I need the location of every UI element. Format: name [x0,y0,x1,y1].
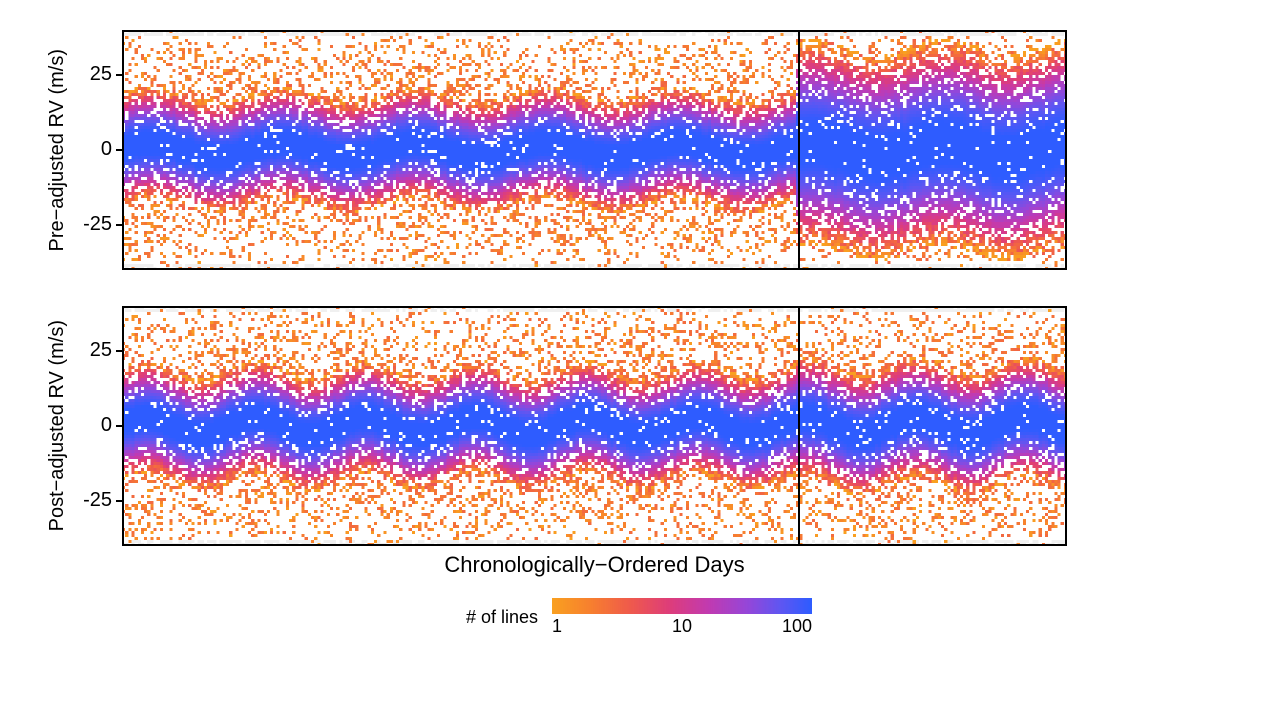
y-axis-top: -25025 [72,30,122,270]
heatmap-top [122,30,1067,270]
colorbar-tick-label: 100 [782,616,812,637]
xlabel: Chronologically−Ordered Days [122,552,1067,578]
panel-top: Pre−adjusted RV (m/s) -25025 [40,30,1238,270]
plot-wrap-bottom [122,306,1067,546]
colorbar-tick-label: 10 [672,616,692,637]
colorbar-tick-mark [682,582,683,598]
colorbar-wrap: 1 10 100 [552,598,812,636]
legend: # of lines 1 10 100 [40,598,1238,636]
colorbar [552,598,812,614]
figure-root: Pre−adjusted RV (m/s) -25025 Post−adjust… [0,0,1278,718]
y-axis-bottom: -25025 [72,306,122,546]
panel-bottom: Post−adjusted RV (m/s) -25025 [40,306,1238,546]
colorbar-tick-label: 1 [552,616,562,637]
colorbar-ticks: 1 10 100 [552,614,812,636]
plot-wrap-top [122,30,1067,270]
panels-container: Pre−adjusted RV (m/s) -25025 Post−adjust… [40,30,1238,546]
ylabel-bottom: Post−adjusted RV (m/s) [40,320,72,531]
legend-title: # of lines [466,607,538,628]
ylabel-top: Pre−adjusted RV (m/s) [40,49,72,252]
heatmap-bottom [122,306,1067,546]
